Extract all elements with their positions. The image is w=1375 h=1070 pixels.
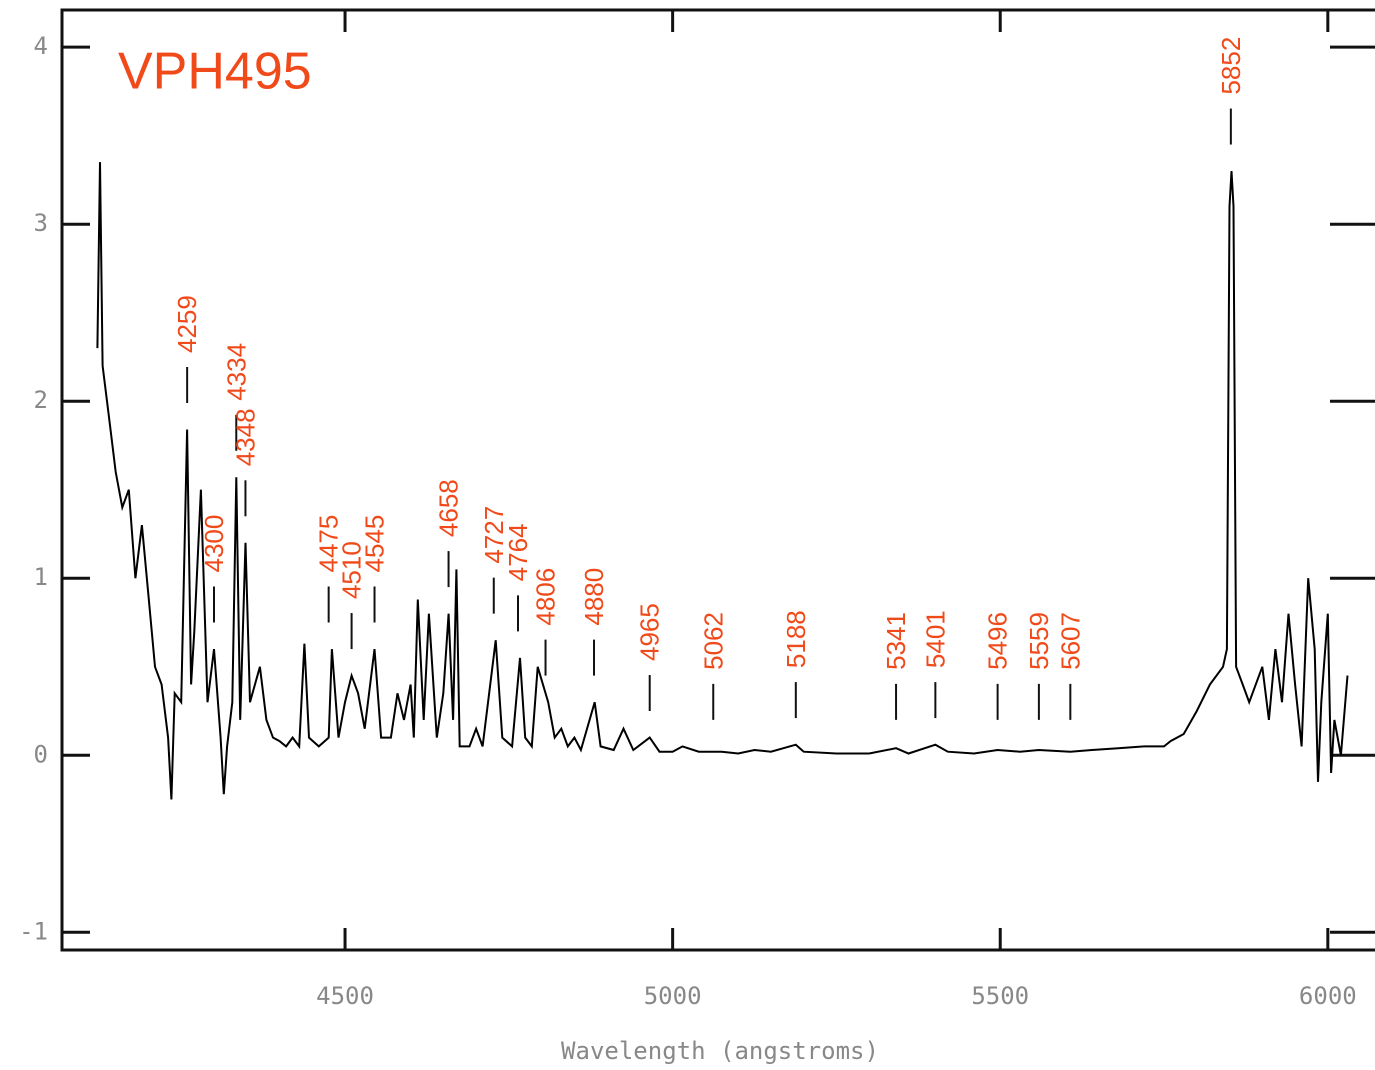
line-label: 4764	[503, 524, 533, 582]
x-tick-label: 5500	[971, 982, 1029, 1010]
line-label: 4545	[360, 515, 390, 573]
x-tick-label: 6000	[1299, 982, 1357, 1010]
x-tick-label: 5000	[644, 982, 702, 1010]
line-label: 5559	[1024, 612, 1054, 670]
line-label: 4510	[337, 541, 367, 599]
line-label: 4300	[199, 515, 229, 573]
x-axis-label: Wavelength (angstroms)	[561, 1037, 879, 1065]
line-label: 4475	[314, 515, 344, 573]
line-label: 4334	[221, 343, 251, 401]
y-tick-label: 1	[34, 563, 48, 591]
line-label: 4880	[579, 568, 609, 626]
line-label: 4806	[531, 568, 561, 626]
line-label: 5496	[983, 612, 1013, 670]
plot-frame	[60, 8, 1375, 952]
y-tick-label: -1	[19, 917, 48, 945]
x-tick-label: 4500	[316, 982, 374, 1010]
line-label: 4658	[434, 479, 464, 537]
line-label: 5852	[1216, 37, 1246, 95]
chart-title: VPH495	[118, 43, 312, 101]
line-label: 5401	[920, 610, 950, 668]
line-label: 5062	[698, 612, 728, 670]
y-tick-label: 3	[34, 209, 48, 237]
line-label: 5607	[1055, 612, 1085, 670]
y-tick-label: 0	[34, 740, 48, 768]
spectrum	[96, 162, 1349, 800]
line-label: 4348	[230, 408, 260, 466]
line-label: 4727	[479, 506, 509, 564]
line-label: 4965	[635, 603, 665, 661]
line-label: 5341	[881, 612, 911, 670]
line-label: 5188	[781, 610, 811, 668]
y-tick-label: 4	[34, 32, 48, 60]
y-tick-label: 2	[34, 386, 48, 414]
line-label: 4259	[172, 295, 202, 353]
